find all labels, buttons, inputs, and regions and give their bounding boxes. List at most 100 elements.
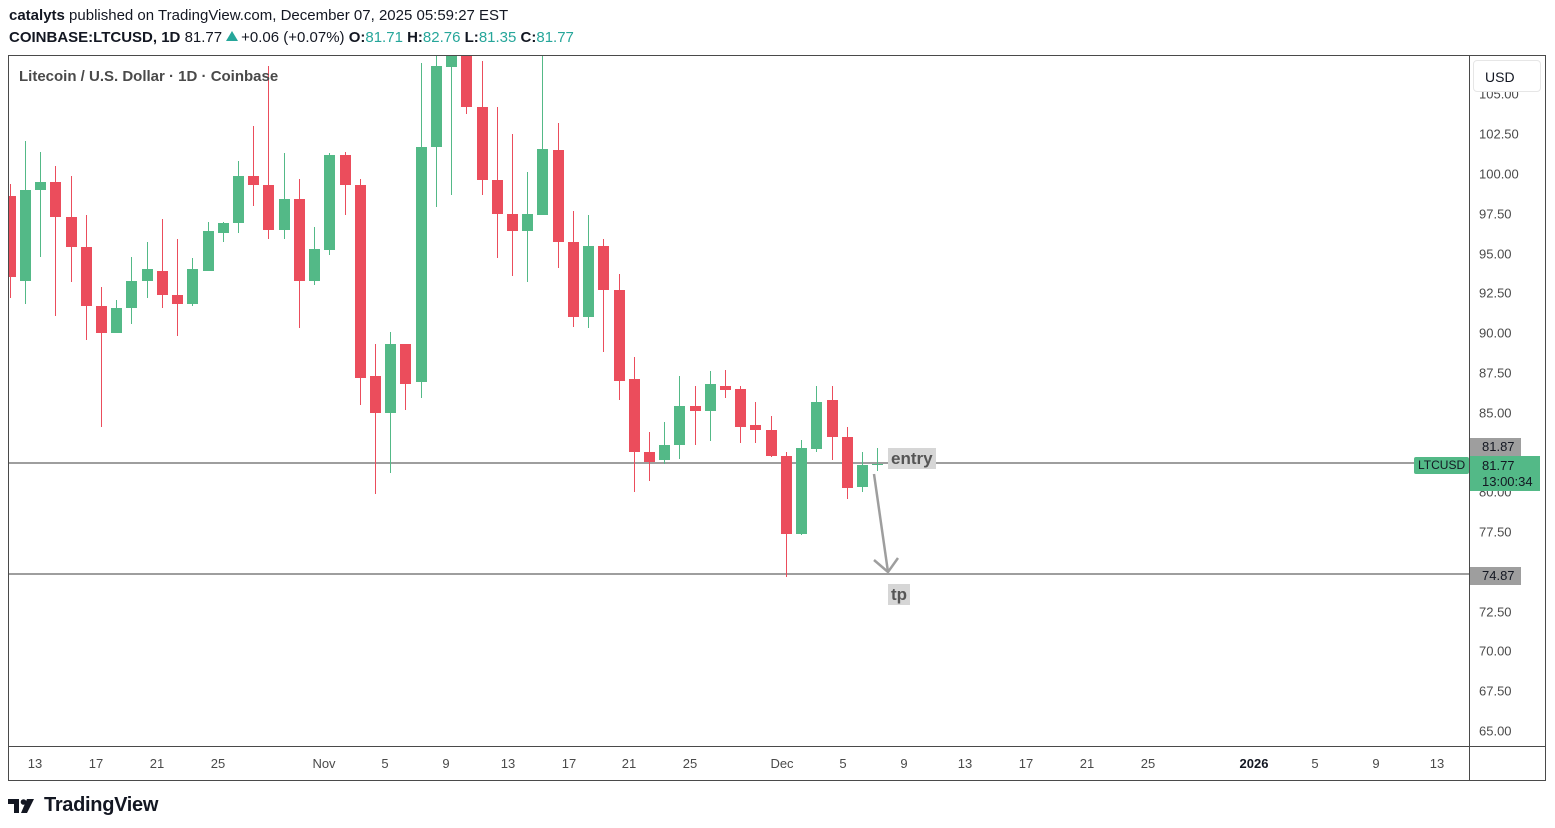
price-change: +0.06 (+0.07%) — [241, 29, 345, 46]
candle-body-up[interactable] — [187, 269, 198, 305]
candle-body-up[interactable] — [522, 213, 533, 232]
candle-body-down[interactable] — [340, 154, 351, 186]
candle-body-down[interactable] — [370, 376, 381, 413]
candle-wick — [755, 401, 756, 443]
candle-body-up[interactable] — [324, 154, 335, 251]
candle-body-down[interactable] — [781, 455, 792, 534]
candle-body-down[interactable] — [400, 344, 411, 385]
candle-body-down[interactable] — [644, 452, 655, 463]
time-tick-label: 21 — [621, 756, 637, 771]
candle-body-down[interactable] — [157, 271, 168, 295]
candle-body-down[interactable] — [294, 199, 305, 281]
candle-body-down[interactable] — [66, 216, 77, 248]
candle-body-up[interactable] — [811, 401, 822, 450]
candle-body-up[interactable] — [35, 181, 46, 190]
currency-button[interactable]: USD — [1473, 60, 1541, 92]
candle-body-down[interactable] — [827, 399, 838, 437]
candle-wick — [40, 151, 41, 257]
time-scale-divider — [9, 746, 1546, 747]
candle-body-down[interactable] — [553, 150, 564, 243]
candle-body-up[interactable] — [218, 223, 229, 233]
bar-countdown: 13:00:34 — [1482, 474, 1533, 489]
candle-body-down[interactable] — [720, 385, 731, 391]
candle-wick — [664, 422, 665, 464]
time-tick-label: 17 — [88, 756, 104, 771]
last-price: 81.77 — [184, 29, 223, 46]
candle-body-down[interactable] — [172, 294, 183, 305]
candle-body-down[interactable] — [461, 56, 472, 108]
candle-body-down[interactable] — [568, 242, 579, 318]
entry-level-line[interactable] — [9, 461, 1469, 464]
candle-body-down[interactable] — [842, 436, 853, 488]
candle-wick — [877, 448, 878, 471]
candle-body-up[interactable] — [659, 444, 670, 461]
chart-frame — [8, 55, 1546, 781]
candle-body-down[interactable] — [50, 181, 61, 217]
candle-body-up[interactable] — [446, 56, 457, 68]
candle-body-up[interactable] — [431, 65, 442, 147]
candle-body-up[interactable] — [126, 280, 137, 308]
time-tick-label: 21 — [149, 756, 165, 771]
candle-body-up[interactable] — [796, 447, 807, 534]
candle-wick — [603, 239, 604, 353]
time-tick-label: 2026 — [1239, 756, 1269, 771]
candle-body-up[interactable] — [537, 148, 548, 216]
candle-body-up[interactable] — [872, 464, 883, 466]
candle-wick — [451, 56, 452, 195]
candle-body-down[interactable] — [248, 175, 259, 186]
price-tick-label: 65.00 — [1479, 723, 1512, 739]
candle-body-up[interactable] — [233, 175, 244, 224]
candle-body-down[interactable] — [507, 213, 518, 232]
time-tick-label: 9 — [900, 756, 908, 771]
candle-body-down[interactable] — [9, 196, 16, 278]
time-tick-label: 21 — [1079, 756, 1095, 771]
candle-body-down[interactable] — [735, 388, 746, 428]
time-tick-label: Dec — [770, 756, 794, 771]
candle-body-down[interactable] — [81, 247, 92, 307]
candle-body-up[interactable] — [20, 189, 31, 281]
candle-body-up[interactable] — [385, 344, 396, 413]
candle-body-up[interactable] — [857, 465, 868, 488]
candle-body-down[interactable] — [598, 245, 609, 291]
symbol-info-line: COINBASE:LTCUSD, 1D 81.77 +0.06 (+0.07%) … — [9, 29, 574, 47]
time-tick-label: 25 — [210, 756, 226, 771]
candle-body-down[interactable] — [690, 406, 701, 412]
price-tick-label: 70.00 — [1479, 643, 1512, 659]
candle-body-down[interactable] — [750, 425, 761, 431]
candle-wick — [268, 65, 269, 240]
low-label: L: — [464, 29, 479, 46]
tradingview-logo[interactable]: TradingView — [8, 794, 158, 817]
candle-body-up[interactable] — [583, 245, 594, 318]
candle-body-down[interactable] — [477, 107, 488, 181]
time-tick-label: 9 — [442, 756, 450, 771]
candle-body-down[interactable] — [766, 430, 777, 456]
price-tick-label: 97.50 — [1479, 206, 1512, 222]
price-tick-label: 67.50 — [1479, 683, 1512, 699]
candle-body-up[interactable] — [203, 231, 214, 272]
author-name[interactable]: catalyts — [9, 7, 65, 24]
time-tick-label: 17 — [561, 756, 577, 771]
tp-label[interactable]: tp — [888, 584, 911, 605]
price-tick-label: 92.50 — [1479, 285, 1512, 301]
candle-body-down[interactable] — [96, 306, 107, 334]
price-tick-label: 77.50 — [1479, 524, 1512, 540]
candle-body-up[interactable] — [416, 146, 427, 383]
chart-plot-area[interactable] — [9, 56, 1469, 746]
tp-level-line[interactable] — [9, 572, 1469, 575]
candle-body-down[interactable] — [629, 379, 640, 453]
candle-body-down[interactable] — [614, 290, 625, 381]
candle-body-up[interactable] — [309, 248, 320, 281]
candle-wick — [55, 166, 56, 316]
candle-body-down[interactable] — [263, 185, 274, 230]
candle-body-down[interactable] — [355, 185, 366, 378]
candle-body-up[interactable] — [705, 384, 716, 412]
close-label: C: — [520, 29, 537, 46]
candle-body-up[interactable] — [279, 199, 290, 230]
candle-body-up[interactable] — [142, 269, 153, 281]
candle-body-up[interactable] — [111, 307, 122, 334]
time-tick-label: 9 — [1372, 756, 1380, 771]
candle-body-down[interactable] — [492, 180, 503, 214]
candle-body-up[interactable] — [674, 406, 685, 445]
entry-label[interactable]: entry — [888, 448, 936, 469]
